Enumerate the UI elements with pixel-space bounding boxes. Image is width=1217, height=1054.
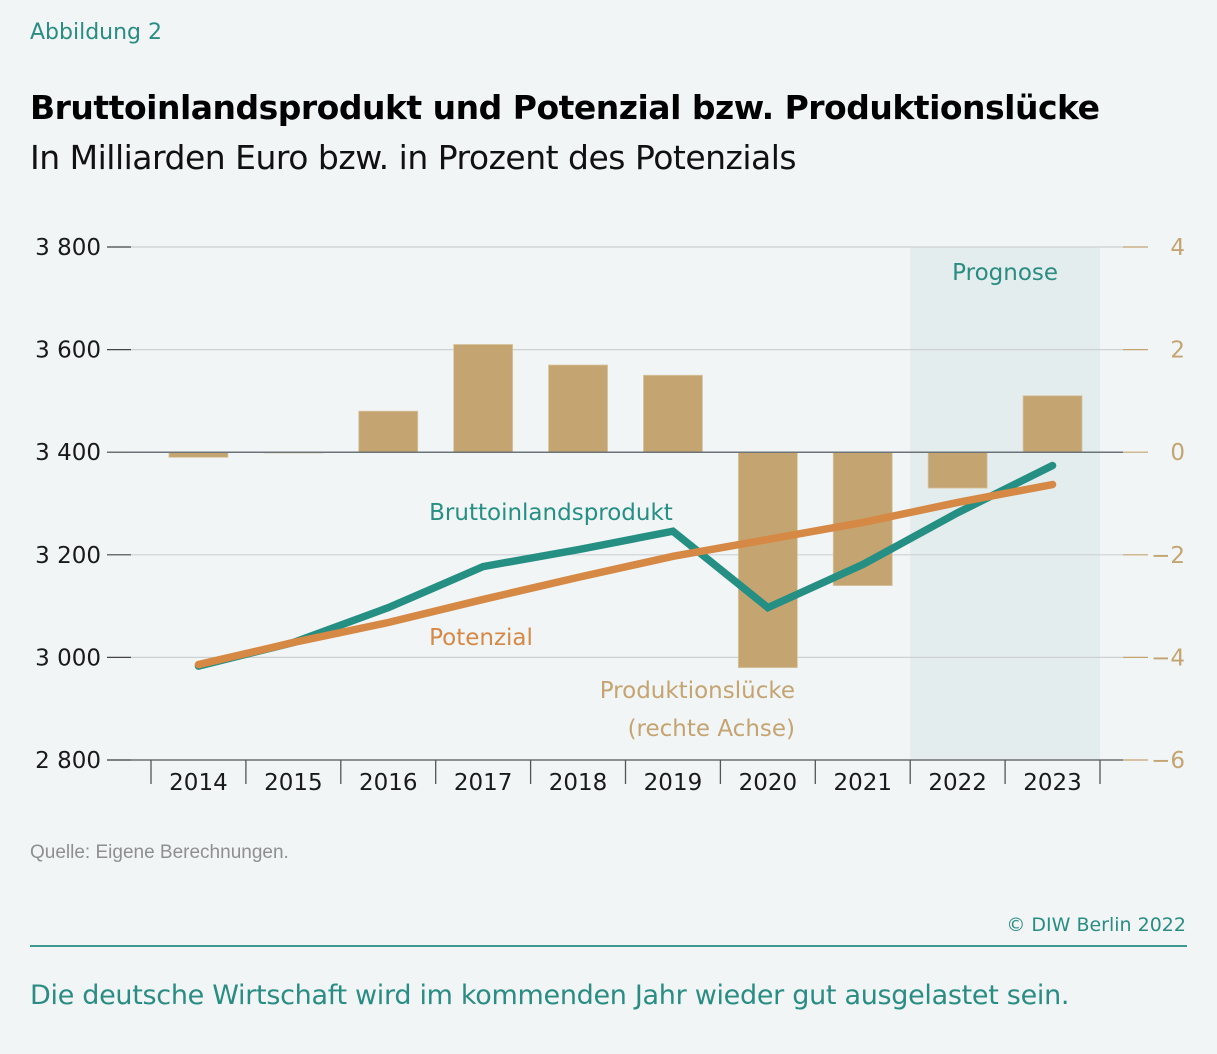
gap-bars [168, 344, 1083, 669]
x-tick-label: 2019 [644, 770, 703, 796]
line-series [194, 461, 1057, 670]
axes: 2 800 3 000 3 200 3 400 3 600 3 800 −6 −4 −2 0 2 4 2… [35, 235, 1185, 796]
chart-subtitle: In Milliarden Euro bzw. in Prozent des P… [30, 138, 797, 177]
gap-label-line1: Produktionslücke [600, 678, 795, 704]
chart: 2 800 3 000 3 200 3 400 3 600 3 800 −6 −4 −2 0 2 4 2… [35, 235, 1185, 796]
chart-title: Bruttoinlandsprodukt und Potenzial bzw. … [30, 88, 1100, 127]
copyright: © DIW Berlin 2022 [1006, 914, 1186, 936]
figure-label: Abbildung 2 [30, 20, 163, 45]
right-tick-label: −2 [1151, 543, 1185, 569]
bip-label: Bruttoinlandsprodukt [429, 500, 673, 526]
divider [30, 945, 1187, 947]
gap-bar-2019 [643, 374, 703, 453]
gap-bar-2022 [927, 451, 988, 489]
x-tick-label: 2022 [928, 770, 987, 796]
gap-bar-2020 [737, 451, 798, 669]
gap-bar-2014 [168, 451, 229, 458]
gap-bar-2018 [548, 364, 608, 453]
bip-line [194, 461, 1057, 670]
gap-bar-2016 [358, 410, 419, 453]
gap-bar-2017 [453, 344, 514, 453]
left-tick-label: 3 200 [35, 543, 101, 569]
x-tick-label: 2015 [264, 770, 323, 796]
left-tick-label: 3 400 [35, 440, 101, 466]
left-tick-label: 3 800 [35, 235, 101, 261]
caption: Die deutsche Wirtschaft wird im kommende… [30, 980, 1070, 1011]
right-tick-label: 0 [1170, 440, 1185, 466]
right-tick-label: 4 [1170, 235, 1185, 261]
right-tick-label: 2 [1170, 338, 1185, 364]
x-tick-label: 2016 [359, 770, 418, 796]
right-tick-label: −4 [1151, 645, 1185, 671]
left-tick-label: 3 600 [35, 338, 101, 364]
x-tick-label: 2021 [833, 770, 892, 796]
left-tick-label: 3 000 [35, 645, 101, 671]
gap-bar-2023 [1022, 395, 1083, 453]
x-tick-label: 2017 [454, 770, 513, 796]
potenzial-label: Potenzial [429, 625, 533, 651]
gap-label-line2: (rechte Achse) [628, 716, 795, 742]
prognose-label: Prognose [952, 260, 1058, 286]
x-tick-label: 2023 [1023, 770, 1082, 796]
x-tick-label: 2014 [169, 770, 228, 796]
x-tick-label: 2020 [739, 770, 798, 796]
x-tick-label: 2018 [549, 770, 608, 796]
left-tick-label: 2 800 [35, 748, 101, 774]
potenzial-line [194, 480, 1057, 669]
source-note: Quelle: Eigene Berechnungen. [30, 842, 289, 863]
right-tick-label: −6 [1151, 748, 1185, 774]
